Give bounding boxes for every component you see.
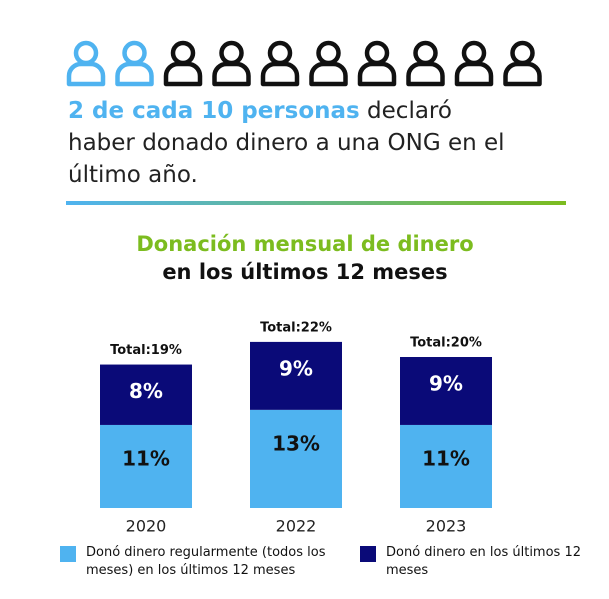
x-tick-label: 2020 — [126, 517, 167, 536]
bar-segment — [400, 424, 492, 508]
icon-body — [260, 61, 300, 87]
person-icon — [357, 40, 397, 87]
headline-text: declaró haber donado dinero a una ONG en… — [68, 98, 505, 188]
person-icon — [406, 40, 445, 87]
icon-head — [316, 40, 341, 66]
icon-body — [212, 61, 251, 87]
person-icon — [454, 40, 494, 87]
person-icon — [503, 40, 542, 87]
x-tick-label: 2023 — [426, 517, 467, 536]
icon-body — [66, 61, 106, 87]
value-label: 9% — [279, 356, 313, 380]
value-label: 9% — [429, 372, 463, 396]
icon-head — [219, 40, 244, 66]
total-label: Total:20% — [410, 336, 482, 351]
chart-subtitle: en los últimos 12 meses — [162, 260, 447, 284]
icon-body — [357, 61, 397, 87]
bar-segment — [400, 357, 492, 425]
legend-swatch — [360, 546, 376, 562]
icon-body — [503, 61, 542, 87]
total-label: Total:19% — [110, 343, 182, 358]
icon-head — [73, 40, 99, 66]
icon-head — [461, 40, 487, 66]
value-label: 11% — [422, 446, 470, 470]
value-label: 13% — [272, 431, 320, 455]
icon-head — [413, 40, 438, 66]
icon-body — [454, 61, 494, 87]
chart-title: Donación mensual de dinero — [136, 232, 473, 256]
legend-label: Donó dinero regularmente (todos los mese… — [86, 545, 326, 578]
x-tick-label: 2022 — [276, 517, 317, 536]
icon-head — [364, 40, 390, 66]
icon-head — [510, 40, 535, 66]
legend-label: Donó dinero en los últimos 12 meses — [386, 545, 581, 578]
person-icon — [115, 40, 154, 87]
icon-head — [267, 40, 293, 66]
icon-body — [163, 61, 203, 87]
icon-head — [122, 40, 147, 66]
bar-segment — [250, 409, 342, 508]
value-label: 11% — [122, 446, 170, 470]
person-icon — [260, 40, 300, 87]
icon-body — [115, 61, 154, 87]
value-label: 8% — [129, 379, 163, 403]
icon-body — [406, 61, 445, 87]
person-icon — [309, 40, 348, 87]
icon-head — [170, 40, 196, 66]
bar-segment — [100, 364, 192, 425]
bar-segment — [250, 341, 342, 410]
icon-body — [309, 61, 348, 87]
total-label: Total:22% — [260, 320, 332, 335]
person-icon — [212, 40, 251, 87]
legend-swatch — [60, 546, 76, 562]
person-icon — [66, 40, 106, 87]
headline: 2 de cada 10 personas declaró haber dona… — [68, 95, 508, 191]
person-icon — [163, 40, 203, 87]
divider — [66, 201, 566, 205]
headline-highlight: 2 de cada 10 personas — [68, 98, 360, 124]
bar-segment — [100, 424, 192, 508]
